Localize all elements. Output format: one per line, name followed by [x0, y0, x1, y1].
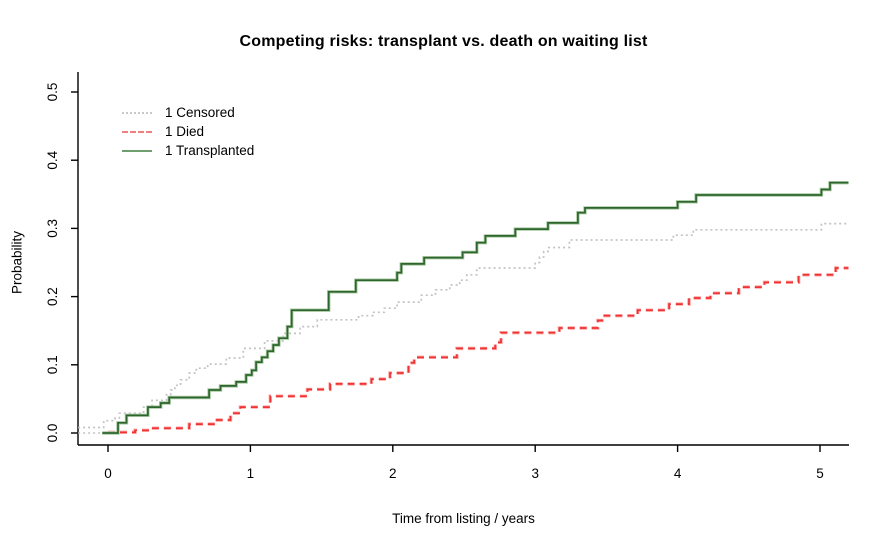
- transplanted-line-sample-icon: [122, 149, 152, 152]
- curve-1-censored: [78, 222, 849, 429]
- legend: 1 Censored 1 Died 1 Transplanted: [122, 103, 254, 160]
- curve-1-died: [108, 267, 849, 434]
- y-tick-label: 0.3: [45, 219, 60, 238]
- curve-1-transplanted: [102, 181, 849, 434]
- y-axis-label: Probability: [9, 230, 25, 295]
- legend-item-transplanted: 1 Transplanted: [122, 141, 254, 160]
- y-tick-label: 0.2: [45, 287, 60, 306]
- x-tick-label: 5: [816, 466, 824, 481]
- x-axis-label: Time from listing / years: [392, 511, 535, 526]
- legend-item-censored: 1 Censored: [122, 103, 254, 122]
- y-tick-label: 0.5: [45, 83, 60, 102]
- curve-halo-1-transplanted: [102, 181, 849, 435]
- y-tick-label: 0.0: [45, 424, 60, 443]
- y-tick-label: 0.4: [45, 150, 60, 169]
- died-line-sample-icon: [122, 130, 152, 133]
- censored-line-sample-icon: [122, 111, 152, 114]
- legend-label-died: 1 Died: [165, 124, 205, 139]
- legend-item-died: 1 Died: [122, 122, 254, 141]
- x-tick-label: 3: [531, 466, 539, 481]
- y-tick-label: 0.1: [45, 355, 60, 374]
- x-tick-label: 1: [247, 466, 255, 481]
- x-tick-label: 4: [674, 466, 682, 481]
- x-tick-label: 2: [389, 466, 397, 481]
- chart-title: Competing risks: transplant vs. death on…: [239, 33, 648, 50]
- legend-label-censored: 1 Censored: [165, 105, 235, 120]
- legend-label-transplanted: 1 Transplanted: [165, 143, 255, 158]
- x-tick-label: 0: [104, 466, 112, 481]
